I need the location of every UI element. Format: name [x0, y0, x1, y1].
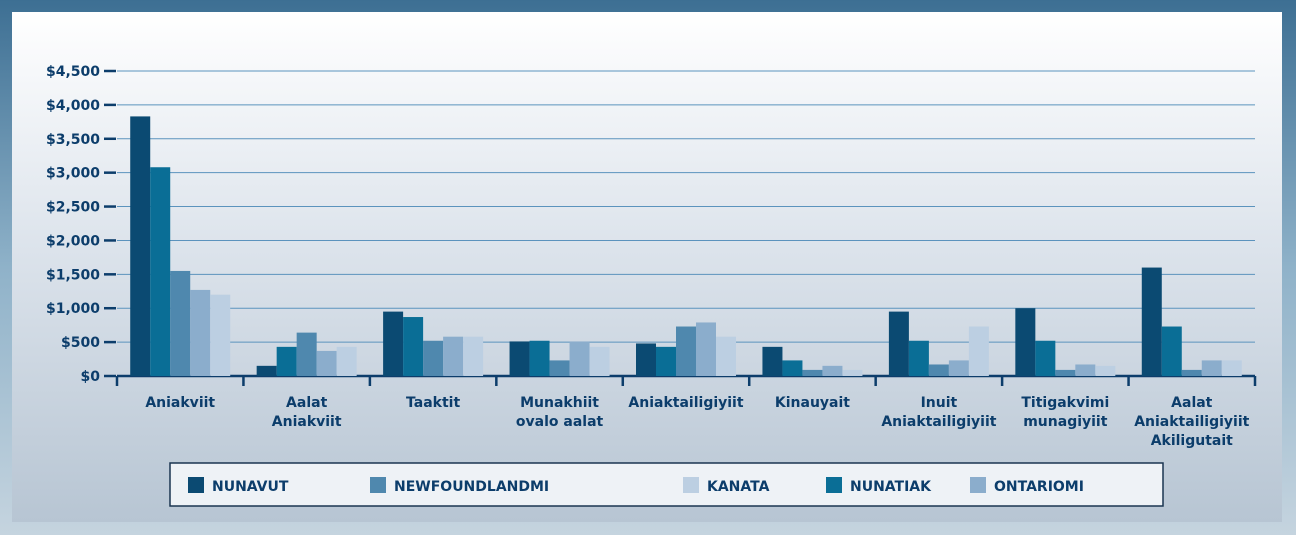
bar [1162, 327, 1182, 376]
bar [1222, 360, 1242, 376]
bar [337, 347, 357, 376]
y-tick-label: $3,500 [46, 132, 100, 148]
legend-swatch [683, 477, 699, 493]
bar [822, 366, 842, 376]
bar [762, 347, 782, 376]
x-tick-label: Aniaktailigiyiit [1134, 414, 1249, 430]
chart: $0 $500 $1,000 $1,500 $2,000 $2,500 $3,000 $3,5… [0, 0, 1296, 535]
x-tick-label: Aalat [286, 395, 328, 411]
legend-label: ONTARIOMI [994, 479, 1084, 495]
x-tick-label: Aalat [1171, 395, 1213, 411]
bar [1095, 366, 1115, 376]
y-tick-label: $4,500 [46, 64, 100, 80]
legend-label: KANATA [707, 479, 770, 495]
legend-swatch [188, 477, 204, 493]
legend-swatch [826, 477, 842, 493]
x-tick-label: ovalo aalat [516, 414, 604, 430]
bar [423, 341, 443, 376]
bar [570, 341, 590, 376]
bar [210, 295, 230, 376]
bar [170, 271, 190, 376]
bar [590, 347, 610, 376]
bar [190, 290, 210, 376]
bar [150, 167, 170, 376]
x-tick-label: Aniaktailigiyiit [628, 395, 743, 411]
bar [1055, 370, 1075, 376]
bar [1182, 370, 1202, 376]
bar [130, 116, 150, 376]
bar [656, 347, 676, 376]
bar [676, 327, 696, 376]
x-tick-label: Akiligutait [1151, 433, 1233, 449]
y-tick-label: $0 [81, 369, 101, 385]
bar [317, 351, 337, 376]
bar [297, 333, 317, 376]
bar [782, 360, 802, 376]
bar [969, 327, 989, 376]
legend-label: NEWFOUNDLANDMI [394, 479, 549, 495]
y-tick-label: $2,000 [46, 233, 100, 249]
page: $0 $500 $1,000 $1,500 $2,000 $2,500 $3,000 $3,5… [0, 0, 1296, 535]
x-tick-label: Munakhiit [520, 395, 599, 411]
bar [802, 370, 822, 376]
y-tick-label: $1,000 [46, 301, 100, 317]
bar [842, 370, 862, 376]
bar [383, 312, 403, 376]
bar [716, 337, 736, 376]
bar [443, 337, 463, 376]
x-tick-label: Inuit [921, 395, 958, 411]
legend-swatch [370, 477, 386, 493]
legend-label: NUNAVUT [212, 479, 289, 495]
bar [463, 337, 483, 376]
bar [277, 347, 297, 376]
y-tick-label: $3,000 [46, 166, 100, 182]
bar [403, 317, 423, 376]
bar [929, 364, 949, 376]
legend-swatch [970, 477, 986, 493]
legend-label: NUNATIAK [850, 479, 932, 495]
panel [12, 12, 1282, 522]
bar [1075, 364, 1095, 376]
y-tick-label: $4,000 [46, 98, 100, 114]
bar [889, 312, 909, 376]
x-tick-label: Aniakviit [272, 414, 342, 430]
x-tick-label: Aniaktailigiyiit [881, 414, 996, 430]
y-tick-label: $1,500 [46, 267, 100, 283]
bar [1202, 360, 1222, 376]
bar [550, 360, 570, 376]
bar [510, 341, 530, 376]
bar [1142, 268, 1162, 376]
x-tick-label: Kinauyait [775, 395, 850, 411]
x-tick-label: Aniakviit [145, 395, 215, 411]
x-tick-label: Titigakvimi [1021, 395, 1109, 411]
x-tick-label: munagiyiit [1023, 414, 1108, 430]
x-tick-label: Taaktit [406, 395, 460, 411]
bar [530, 341, 550, 376]
bar [1015, 308, 1035, 376]
bar [257, 366, 277, 376]
y-tick-label: $2,500 [46, 200, 100, 216]
y-tick-label: $500 [61, 335, 100, 351]
bar [636, 343, 656, 376]
bar [696, 322, 716, 376]
bar [949, 360, 969, 376]
bar [1035, 341, 1055, 376]
bar [909, 341, 929, 376]
